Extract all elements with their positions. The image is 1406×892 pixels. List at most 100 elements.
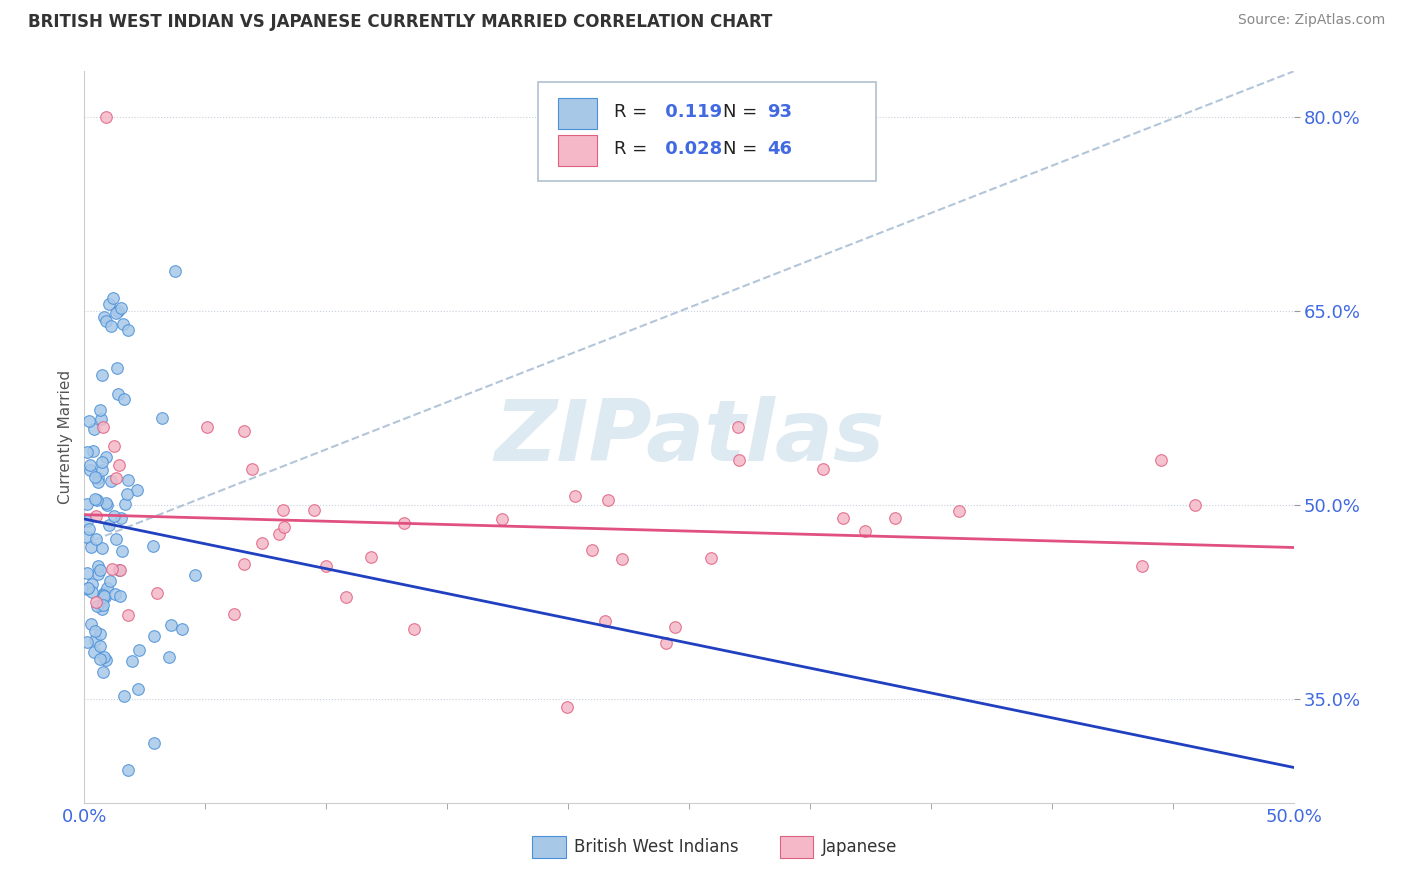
Point	[94, 450, 117, 464]
Point	[76, 445, 98, 459]
Point	[143, 629, 166, 643]
Point	[727, 420, 749, 434]
Point	[79, 458, 101, 472]
Point	[80, 577, 103, 591]
Point	[610, 552, 633, 566]
Point	[103, 291, 125, 305]
Text: Source: ZipAtlas.com: Source: ZipAtlas.com	[1237, 13, 1385, 28]
Point	[107, 303, 129, 318]
Point	[143, 736, 166, 750]
Point	[160, 618, 183, 632]
Point	[84, 633, 107, 648]
Point	[86, 599, 108, 613]
Point	[98, 518, 121, 533]
Point	[77, 522, 100, 536]
Point	[170, 622, 193, 636]
Point	[224, 607, 246, 621]
Text: British West Indians: British West Indians	[574, 838, 738, 855]
Point	[392, 516, 415, 530]
Point	[596, 493, 619, 508]
Point	[853, 524, 876, 539]
Point	[91, 541, 114, 555]
Point	[83, 492, 105, 507]
Point	[117, 473, 139, 487]
Point	[79, 462, 101, 476]
Point	[97, 297, 120, 311]
Text: 0.028: 0.028	[659, 140, 721, 158]
Point	[93, 650, 115, 665]
Point	[76, 497, 98, 511]
Point	[103, 439, 125, 453]
Point	[491, 512, 513, 526]
Point	[142, 539, 165, 553]
Point	[101, 562, 124, 576]
Point	[664, 620, 686, 634]
Point	[163, 264, 186, 278]
Point	[91, 599, 114, 613]
Point	[76, 582, 98, 596]
Point	[90, 455, 112, 469]
Point	[82, 444, 104, 458]
Point	[89, 403, 111, 417]
Point	[315, 558, 337, 573]
Point	[360, 549, 382, 564]
Point	[699, 551, 721, 566]
Text: Japanese: Japanese	[823, 838, 897, 855]
Point	[110, 589, 132, 603]
Point	[195, 420, 218, 434]
Point	[96, 498, 118, 512]
Bar	[558, 135, 598, 166]
Point	[232, 425, 254, 439]
Point	[831, 511, 853, 525]
Point	[87, 567, 110, 582]
Point	[108, 458, 131, 472]
Point	[728, 452, 751, 467]
Point	[94, 496, 117, 510]
Text: BRITISH WEST INDIAN VS JAPANESE CURRENTLY MARRIED CORRELATION CHART: BRITISH WEST INDIAN VS JAPANESE CURRENTL…	[28, 13, 772, 31]
Point	[271, 503, 294, 517]
Point	[76, 566, 98, 580]
Point	[108, 563, 131, 577]
Point	[581, 542, 603, 557]
Point	[93, 420, 115, 434]
Point	[96, 581, 118, 595]
Point	[593, 614, 616, 628]
Point	[107, 387, 129, 401]
Text: N =: N =	[723, 140, 763, 158]
Point	[127, 483, 149, 497]
Text: R =: R =	[614, 140, 652, 158]
Point	[104, 471, 127, 485]
Point	[94, 314, 117, 328]
Point	[80, 541, 103, 555]
Point	[112, 689, 135, 703]
Point	[1130, 558, 1153, 573]
Point	[100, 574, 122, 588]
Point	[233, 558, 256, 572]
Point	[76, 635, 98, 649]
Point	[86, 493, 108, 508]
Point	[335, 591, 357, 605]
Point	[91, 588, 114, 602]
Point	[117, 764, 139, 778]
Text: R =: R =	[614, 103, 652, 121]
Point	[93, 310, 115, 325]
Point	[104, 587, 127, 601]
Point	[86, 595, 108, 609]
Point	[1184, 498, 1206, 512]
Point	[811, 462, 834, 476]
Point	[115, 486, 138, 500]
Point	[112, 317, 135, 331]
Point	[100, 319, 122, 334]
Text: 0.119: 0.119	[659, 103, 721, 121]
Point	[110, 301, 132, 316]
Point	[121, 655, 143, 669]
Point	[250, 536, 273, 550]
Bar	[558, 98, 598, 129]
Point	[273, 519, 295, 533]
Point	[117, 323, 139, 337]
Point	[127, 682, 149, 697]
Point	[110, 511, 132, 525]
Point	[157, 649, 180, 664]
Point	[655, 636, 678, 650]
Point	[90, 463, 112, 477]
